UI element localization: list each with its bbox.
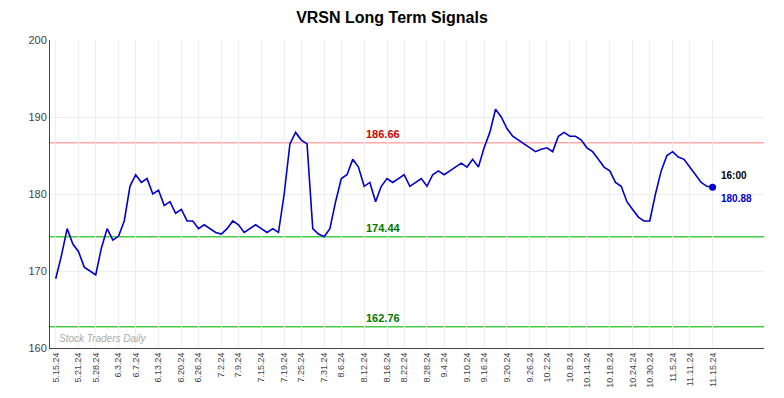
svg-text:10.8.24: 10.8.24 [565,353,575,383]
svg-text:180: 180 [28,188,46,200]
svg-text:9.16.24: 9.16.24 [479,353,489,383]
svg-text:10.2.24: 10.2.24 [542,353,552,383]
svg-text:10.24.24: 10.24.24 [628,353,638,388]
svg-text:9.4.24: 9.4.24 [439,353,449,378]
svg-text:170: 170 [28,265,46,277]
svg-text:16:00: 16:00 [721,170,747,181]
svg-text:186.66: 186.66 [366,128,400,140]
svg-text:7.9.24: 7.9.24 [233,353,243,378]
svg-text:9.26.24: 9.26.24 [525,353,535,383]
svg-text:6.7.24: 6.7.24 [131,353,141,378]
svg-text:6.3.24: 6.3.24 [113,353,123,378]
svg-text:7.19.24: 7.19.24 [279,353,289,383]
svg-text:11.5.24: 11.5.24 [668,353,678,382]
svg-text:7.25.24: 7.25.24 [296,353,306,383]
svg-text:10.18.24: 10.18.24 [605,353,615,388]
svg-text:11.15.24: 11.15.24 [708,353,718,387]
svg-text:7.31.24: 7.31.24 [319,353,329,383]
svg-text:8.6.24: 8.6.24 [336,353,346,378]
svg-text:5.21.24: 5.21.24 [73,353,83,383]
svg-text:174.44: 174.44 [366,222,401,234]
svg-text:6.20.24: 6.20.24 [176,353,186,383]
svg-text:9.10.24: 9.10.24 [462,353,472,383]
svg-text:160: 160 [28,342,46,354]
svg-text:Stock Traders Daily: Stock Traders Daily [59,333,147,344]
svg-text:162.76: 162.76 [366,312,400,324]
svg-text:5.15.24: 5.15.24 [51,353,61,383]
svg-text:6.13.24: 6.13.24 [153,353,163,383]
svg-text:8.28.24: 8.28.24 [422,353,432,383]
svg-text:11.11.24: 11.11.24 [685,353,695,387]
svg-text:9.20.24: 9.20.24 [502,353,512,383]
svg-text:8.16.24: 8.16.24 [382,353,392,383]
svg-text:7.2.24: 7.2.24 [216,353,226,378]
svg-text:VRSN Long Term Signals: VRSN Long Term Signals [296,9,488,26]
svg-text:200: 200 [28,34,46,46]
svg-text:6.26.24: 6.26.24 [193,353,203,383]
svg-text:180.88: 180.88 [721,193,752,204]
svg-text:5.28.24: 5.28.24 [91,353,101,383]
svg-text:10.30.24: 10.30.24 [645,353,655,388]
svg-text:10.14.24: 10.14.24 [582,353,592,388]
svg-text:8.22.24: 8.22.24 [399,353,409,383]
svg-text:8.12.24: 8.12.24 [359,353,369,383]
svg-text:7.15.24: 7.15.24 [256,353,266,383]
svg-text:190: 190 [28,111,46,123]
